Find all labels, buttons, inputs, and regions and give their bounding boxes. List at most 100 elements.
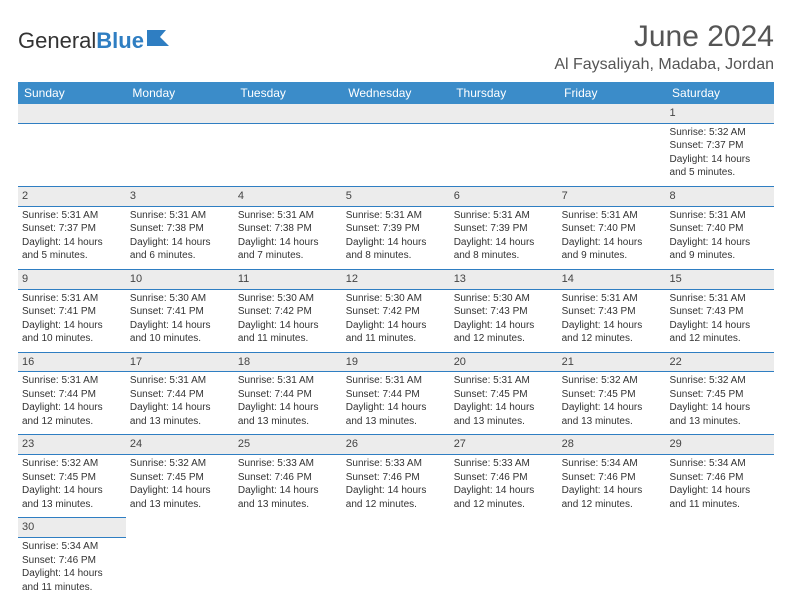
day-sr: Sunrise: 5:31 AM [454, 374, 554, 388]
day-number-cell: 28 [558, 435, 666, 455]
day-detail-cell: Sunrise: 5:31 AMSunset: 7:44 PMDaylight:… [18, 372, 126, 435]
title-block: June 2024 Al Faysaliyah, Madaba, Jordan [554, 20, 774, 74]
day-d1: Daylight: 14 hours [562, 401, 662, 415]
day-detail-cell: Sunrise: 5:32 AMSunset: 7:45 PMDaylight:… [18, 455, 126, 518]
day-number-cell: 19 [342, 352, 450, 372]
logo-flag-icon [146, 29, 170, 47]
day-d1: Daylight: 14 hours [22, 319, 122, 333]
day-detail-cell: Sunrise: 5:30 AMSunset: 7:42 PMDaylight:… [342, 289, 450, 352]
day-ss: Sunset: 7:44 PM [238, 388, 338, 402]
day-d2: and 13 minutes. [238, 415, 338, 429]
day-detail-cell [234, 123, 342, 186]
day-ss: Sunset: 7:45 PM [562, 388, 662, 402]
day-detail-cell [342, 538, 450, 601]
day-d1: Daylight: 14 hours [22, 236, 122, 250]
day-ss: Sunset: 7:40 PM [670, 222, 770, 236]
day-sr: Sunrise: 5:34 AM [22, 540, 122, 554]
day-d1: Daylight: 14 hours [346, 484, 446, 498]
day-number-cell: 21 [558, 352, 666, 372]
day-number-cell: 27 [450, 435, 558, 455]
day-d2: and 13 minutes. [454, 415, 554, 429]
week-row: Sunrise: 5:31 AMSunset: 7:37 PMDaylight:… [18, 206, 774, 269]
day-d2: and 12 minutes. [454, 332, 554, 346]
calendar-table: SundayMondayTuesdayWednesdayThursdayFrid… [18, 82, 774, 600]
day-d1: Daylight: 14 hours [238, 401, 338, 415]
day-sr: Sunrise: 5:34 AM [670, 457, 770, 471]
day-sr: Sunrise: 5:31 AM [22, 209, 122, 223]
day-number-cell: 5 [342, 186, 450, 206]
day-detail-cell: Sunrise: 5:31 AMSunset: 7:43 PMDaylight:… [558, 289, 666, 352]
day-detail-cell [18, 123, 126, 186]
day-detail-cell: Sunrise: 5:31 AMSunset: 7:43 PMDaylight:… [666, 289, 774, 352]
day-detail-cell [450, 123, 558, 186]
day-number-cell: 17 [126, 352, 234, 372]
day-number-row: 30 [18, 518, 774, 538]
day-ss: Sunset: 7:46 PM [346, 471, 446, 485]
day-number-row: 23242526272829 [18, 435, 774, 455]
day-d2: and 11 minutes. [670, 498, 770, 512]
day-d2: and 13 minutes. [22, 498, 122, 512]
day-ss: Sunset: 7:46 PM [238, 471, 338, 485]
day-detail-cell: Sunrise: 5:32 AMSunset: 7:45 PMDaylight:… [126, 455, 234, 518]
day-detail-cell [126, 538, 234, 601]
day-ss: Sunset: 7:42 PM [238, 305, 338, 319]
weekday-header: Saturday [666, 82, 774, 104]
day-number-cell: 26 [342, 435, 450, 455]
day-sr: Sunrise: 5:32 AM [22, 457, 122, 471]
day-ss: Sunset: 7:46 PM [670, 471, 770, 485]
day-d1: Daylight: 14 hours [562, 236, 662, 250]
weekday-header: Monday [126, 82, 234, 104]
day-detail-cell: Sunrise: 5:30 AMSunset: 7:42 PMDaylight:… [234, 289, 342, 352]
day-ss: Sunset: 7:41 PM [22, 305, 122, 319]
day-d2: and 13 minutes. [130, 415, 230, 429]
day-ss: Sunset: 7:39 PM [454, 222, 554, 236]
day-sr: Sunrise: 5:32 AM [130, 457, 230, 471]
weekday-header-row: SundayMondayTuesdayWednesdayThursdayFrid… [18, 82, 774, 104]
day-d1: Daylight: 14 hours [562, 319, 662, 333]
day-number-cell [126, 104, 234, 123]
day-detail-cell: Sunrise: 5:34 AMSunset: 7:46 PMDaylight:… [18, 538, 126, 601]
day-detail-cell: Sunrise: 5:34 AMSunset: 7:46 PMDaylight:… [558, 455, 666, 518]
day-d1: Daylight: 14 hours [238, 484, 338, 498]
day-sr: Sunrise: 5:31 AM [346, 209, 446, 223]
week-row: Sunrise: 5:34 AMSunset: 7:46 PMDaylight:… [18, 538, 774, 601]
day-ss: Sunset: 7:37 PM [22, 222, 122, 236]
day-number-cell: 6 [450, 186, 558, 206]
day-detail-cell: Sunrise: 5:31 AMSunset: 7:38 PMDaylight:… [234, 206, 342, 269]
day-number-row: 2345678 [18, 186, 774, 206]
day-number-cell: 16 [18, 352, 126, 372]
day-detail-cell: Sunrise: 5:30 AMSunset: 7:41 PMDaylight:… [126, 289, 234, 352]
day-d2: and 11 minutes. [346, 332, 446, 346]
day-d2: and 13 minutes. [238, 498, 338, 512]
day-ss: Sunset: 7:41 PM [130, 305, 230, 319]
day-d2: and 5 minutes. [22, 249, 122, 263]
weekday-header: Thursday [450, 82, 558, 104]
day-detail-cell: Sunrise: 5:31 AMSunset: 7:45 PMDaylight:… [450, 372, 558, 435]
day-number-cell: 8 [666, 186, 774, 206]
day-number-row: 16171819202122 [18, 352, 774, 372]
day-d1: Daylight: 14 hours [346, 236, 446, 250]
day-d1: Daylight: 14 hours [238, 319, 338, 333]
day-d2: and 6 minutes. [130, 249, 230, 263]
day-detail-cell: Sunrise: 5:31 AMSunset: 7:44 PMDaylight:… [126, 372, 234, 435]
day-ss: Sunset: 7:46 PM [454, 471, 554, 485]
day-d2: and 10 minutes. [130, 332, 230, 346]
day-number-cell: 15 [666, 269, 774, 289]
day-d2: and 13 minutes. [562, 415, 662, 429]
logo-text-2: Blue [96, 28, 144, 54]
day-d1: Daylight: 14 hours [670, 319, 770, 333]
day-d1: Daylight: 14 hours [454, 319, 554, 333]
day-sr: Sunrise: 5:31 AM [670, 292, 770, 306]
day-detail-cell [558, 123, 666, 186]
day-ss: Sunset: 7:45 PM [670, 388, 770, 402]
day-sr: Sunrise: 5:31 AM [130, 209, 230, 223]
day-d1: Daylight: 14 hours [562, 484, 662, 498]
day-d2: and 11 minutes. [238, 332, 338, 346]
month-title: June 2024 [554, 20, 774, 54]
day-number-cell: 12 [342, 269, 450, 289]
day-number-cell [234, 518, 342, 538]
day-ss: Sunset: 7:46 PM [562, 471, 662, 485]
day-detail-cell: Sunrise: 5:31 AMSunset: 7:39 PMDaylight:… [342, 206, 450, 269]
week-row: Sunrise: 5:31 AMSunset: 7:44 PMDaylight:… [18, 372, 774, 435]
day-number-cell [450, 518, 558, 538]
